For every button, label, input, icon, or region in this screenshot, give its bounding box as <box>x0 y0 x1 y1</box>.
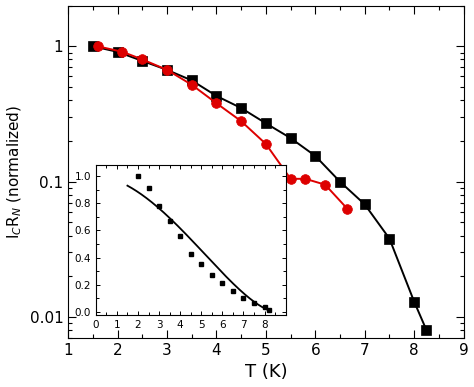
Y-axis label: I$_C$R$_N$ (normalized): I$_C$R$_N$ (normalized) <box>6 105 24 239</box>
X-axis label: T (K): T (K) <box>245 363 287 382</box>
